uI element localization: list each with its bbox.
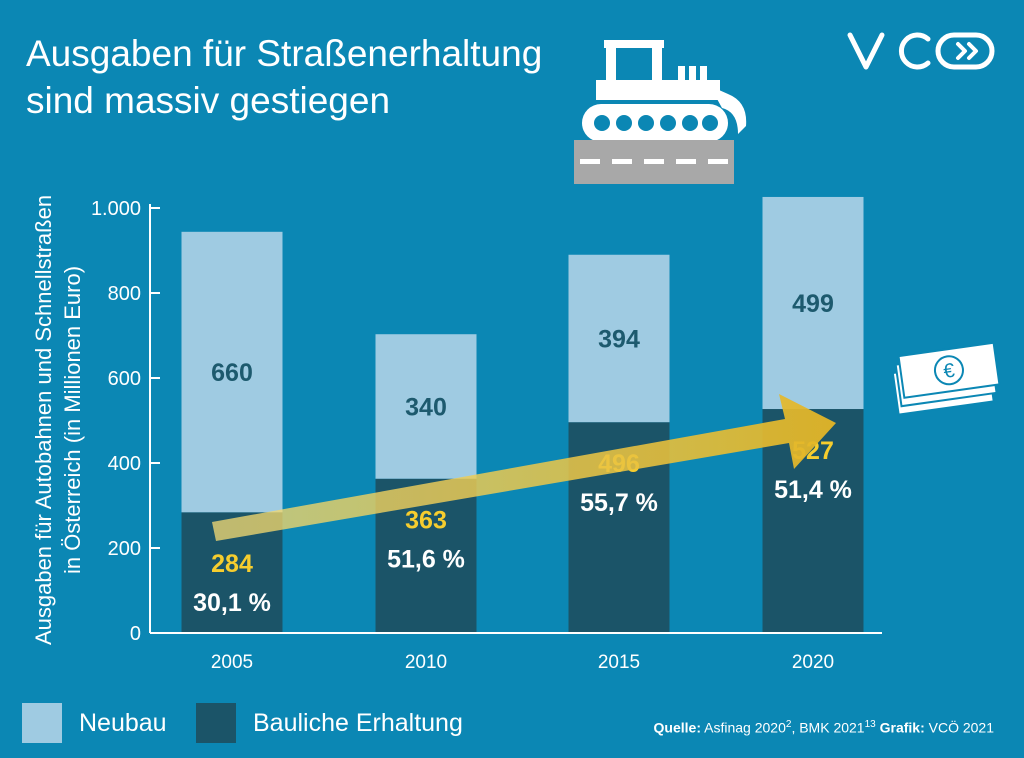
bar-neubau-2010: [375, 334, 477, 479]
value-label-neubau-2005: 660: [211, 359, 253, 387]
source-quelle-sup1: 2: [785, 719, 792, 730]
source-quelle-mid: , BMK 2021: [791, 719, 865, 736]
y-tick-label-600: 600: [108, 368, 141, 390]
chart-title-line-2: sind massiv gestiegen: [26, 80, 391, 121]
y-tick-label-1000: 1.000: [91, 198, 141, 220]
legend-swatch-neubau: [22, 703, 62, 743]
value-label-neubau-2020: 499: [792, 290, 834, 318]
x-tick-label-2005: 2005: [211, 652, 253, 673]
y-axis-label-line-1: Ausgaben für Autobahnen und Schnellstraß…: [31, 195, 56, 645]
legend-label-neubau: Neubau: [79, 709, 167, 737]
legend-label-erhaltung: Bauliche Erhaltung: [253, 709, 463, 737]
share-label-2020: 51,4 %: [774, 476, 852, 504]
vcoe-logo: [847, 32, 995, 70]
legend-swatch-erhaltung: [196, 703, 236, 743]
source-quelle-text: Asfinag 2020: [704, 719, 786, 736]
value-label-neubau-2015: 394: [598, 325, 640, 353]
share-label-2005: 30,1 %: [193, 589, 271, 617]
y-tick-label-0: 0: [130, 623, 141, 645]
source-quelle-sup2: 13: [864, 719, 876, 730]
source-grafik-text: VCÖ 2021: [928, 719, 994, 736]
euro-banknotes-icon: €: [891, 341, 1001, 416]
bar-neubau-2020: [762, 196, 864, 410]
y-tick-label-400: 400: [108, 453, 141, 475]
source-grafik-label: Grafik:: [879, 719, 925, 736]
svg-text:€: €: [942, 360, 956, 383]
x-tick-label-2010: 2010: [405, 652, 447, 673]
value-label-erhaltung-2005: 284: [211, 550, 253, 578]
share-label-2010: 51,6 %: [387, 546, 465, 574]
source-quelle-label: Quelle:: [653, 719, 702, 736]
bulldozer-icon: [574, 40, 747, 184]
share-label-2015: 55,7 %: [580, 489, 658, 517]
value-label-neubau-2010: 340: [405, 393, 447, 421]
y-axis-label-line-2: in Österreich (in Millionen Euro): [60, 266, 85, 574]
bar-neubau-2005: [181, 231, 283, 513]
y-tick-label-200: 200: [108, 538, 141, 560]
bar-neubau-2015: [568, 254, 670, 423]
trend-arrow: [212, 394, 836, 541]
value-label-erhaltung-2010: 363: [405, 507, 447, 535]
x-tick-label-2015: 2015: [598, 652, 640, 673]
x-tick-label-2020: 2020: [792, 652, 834, 673]
chart-title-line-1: Ausgaben für Straßenerhaltung: [26, 33, 543, 74]
chart-title: Ausgaben für Straßenerhaltung sind massi…: [26, 30, 542, 124]
y-tick-label-800: 800: [108, 283, 141, 305]
source-note: Quelle: Asfinag 20202, BMK 202113 Grafik…: [654, 719, 994, 736]
